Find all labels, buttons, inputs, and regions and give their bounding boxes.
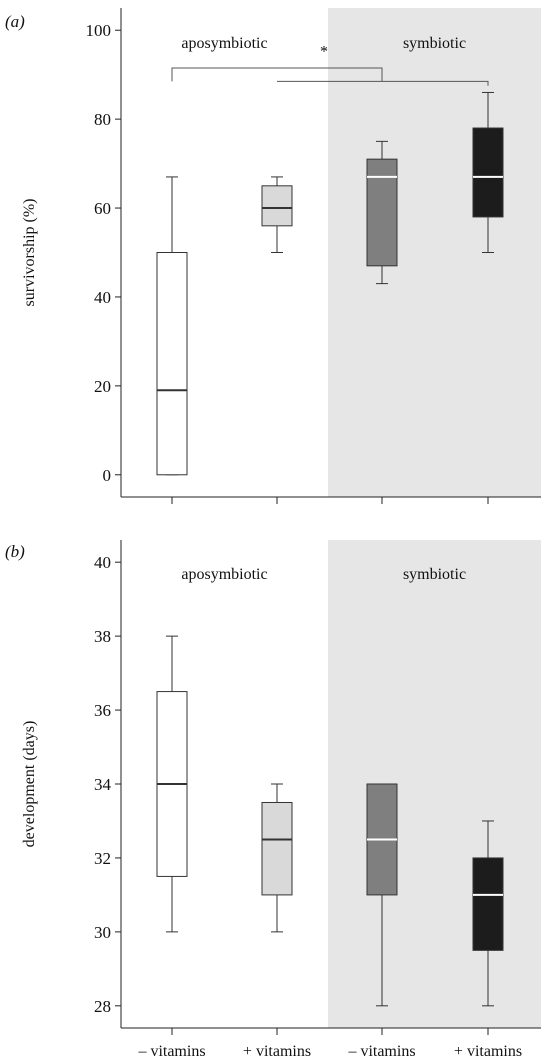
y-tick-label: 38 [94,627,111,646]
y-tick-label: 20 [94,377,111,396]
group-label-aposymbiotic: aposymbiotic [181,566,267,583]
box-1 [156,176,188,476]
box-2 [261,783,293,933]
y-tick-label: 34 [94,775,112,794]
panel-label: (b) [5,542,25,561]
y-tick-label: 60 [94,199,111,218]
panel-label: (a) [5,12,25,31]
box-2 [261,176,293,253]
bracket-line [277,80,489,86]
x-tick-label: – vitamins [347,1043,415,1060]
box-iqr [261,185,293,227]
box-plot-series [156,635,504,1007]
y-tick-label: 36 [94,701,111,720]
x-tick-label: – vitamins [137,1043,205,1060]
y-tick-label: 28 [94,997,111,1016]
axes: 0 20 40 60 80 100 [86,8,541,504]
y-tick-label: 32 [94,849,111,868]
bracket-line [171,67,383,82]
box-4 [472,820,504,1007]
y-tick-label: 40 [94,553,111,572]
box-plot-series [156,91,504,476]
box-iqr [366,158,398,267]
x-tick-labels: – vitamins + vitamins – vitamins + vitam… [137,1043,522,1060]
group-label-symbiotic: symbiotic [403,35,466,52]
panel-b: (b) aposymbiotic symbiotic development (… [5,540,541,1035]
axes: 28 30 32 34 36 38 40 [94,540,541,1035]
box-iqr [472,127,504,218]
group-label-symbiotic: symbiotic [403,566,466,583]
y-axis-label: development (days) [21,721,38,848]
symbiotic-background [328,540,541,1028]
box-iqr [261,801,293,896]
box-3 [366,140,398,285]
group-label-aposymbiotic: aposymbiotic [181,35,267,52]
x-tick-label: + vitamins [454,1043,522,1060]
y-tick-label: 40 [94,288,111,307]
significance-bracket: * [171,43,489,86]
x-tick-label: + vitamins [243,1043,311,1060]
significance-marker: * [320,43,328,60]
y-tick-label: 100 [86,21,112,40]
y-tick-label: 0 [103,466,112,485]
box-1 [156,635,188,933]
box-iqr [472,857,504,951]
y-tick-label: 80 [94,110,111,129]
symbiotic-background [328,8,541,497]
box-3 [366,783,398,1007]
panel-a: (a) aposymbiotic symbiotic survivorship … [5,8,541,504]
box-iqr [156,252,188,476]
y-axis-label: survivorship (%) [21,199,38,307]
box-4 [472,91,504,253]
y-tick-label: 30 [94,923,111,942]
